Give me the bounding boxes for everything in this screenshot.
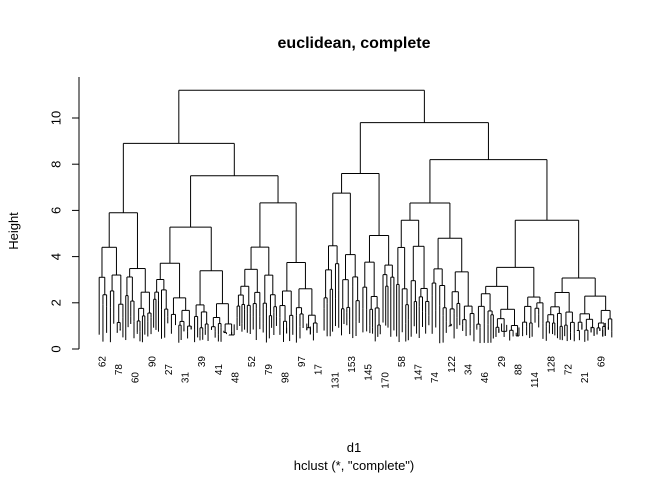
leaf-label: 90 [147,356,158,368]
leaf-label: 29 [497,356,508,368]
leaf-label: 74 [430,372,441,384]
leaf-label: 72 [563,364,574,376]
leaf-label: 48 [230,372,241,384]
y-tick-label: 10 [48,111,63,125]
leaf-label: 17 [314,364,325,376]
leaf-label: 131 [330,372,341,389]
leaf-label: 60 [131,372,142,384]
leaf-label: 69 [597,356,608,368]
leaf-label: 79 [264,364,275,376]
y-tick-label: 6 [48,207,63,214]
y-axis-label: Height [6,212,21,250]
x-axis-label: d1 [347,440,361,455]
leaf-label: 62 [97,356,108,368]
y-tick-label: 8 [48,161,63,168]
y-tick-label: 4 [48,253,63,260]
leaf-label: 52 [247,356,258,368]
leaf-label: 21 [580,372,591,384]
leaf-label: 122 [447,356,458,373]
leaf-label: 41 [214,364,225,376]
leaf-label: 46 [480,372,491,384]
y-axis: 0 2 4 6 8 10 [48,77,80,353]
dendrogram-branches [98,89,613,344]
leaf-label: 31 [181,372,192,384]
leaf-label: 27 [164,364,175,376]
hclust-sublabel: hclust (*, "complete") [294,458,415,473]
leaf-label: 170 [380,372,391,389]
chart-title: euclidean, complete [278,35,431,52]
y-tick-label: 2 [48,299,63,306]
leaf-label: 58 [397,356,408,368]
y-tick-label: 0 [48,345,63,352]
leaf-label: 97 [297,356,308,368]
leaf-label: 98 [280,372,291,384]
leaf-label: 88 [513,364,524,376]
leaf-label: 34 [464,364,475,376]
leaf-label: 147 [414,364,425,381]
leaf-label: 39 [197,356,208,368]
leaf-label: 114 [530,372,541,388]
leaf-label: 145 [364,364,375,381]
leaf-label: 128 [547,356,558,373]
leaf-labels: 62 78 60 90 27 31 39 41 48 52 79 98 97 17 131 153 145 170… [97,356,607,389]
leaf-label: 153 [347,356,358,373]
leaf-label: 78 [114,364,125,376]
